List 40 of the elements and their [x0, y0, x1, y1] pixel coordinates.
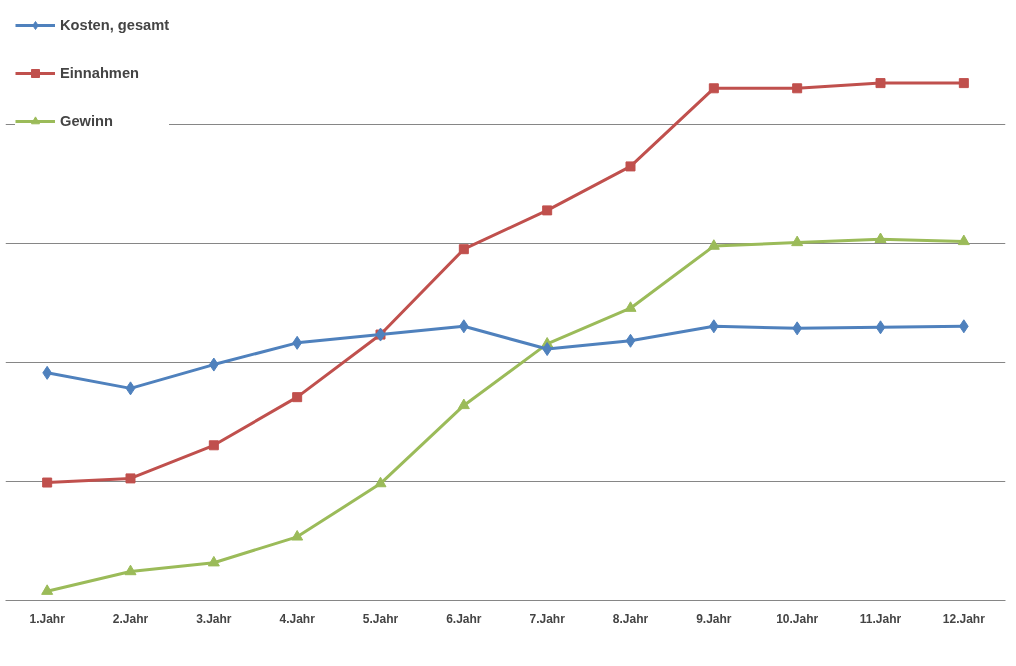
point: [874, 232, 887, 244]
point: [458, 244, 469, 255]
legend-label: Einnahmen: [60, 65, 139, 81]
point: [374, 476, 387, 488]
point: [625, 161, 636, 172]
point: [875, 320, 886, 335]
x-tick-label: 12.Jahr: [942, 611, 986, 626]
point: [542, 205, 553, 216]
legend-label: Gewinn: [60, 113, 113, 129]
point: [625, 333, 636, 348]
point: [958, 78, 969, 89]
point: [708, 83, 719, 94]
point: [125, 473, 136, 484]
point: [208, 440, 219, 451]
x-tick-label: 11.Jahr: [859, 611, 902, 626]
point: [792, 83, 803, 94]
point: [42, 477, 53, 488]
point: [125, 381, 136, 396]
x-tick-label: 7.Jahr: [529, 611, 566, 626]
x-tick-label: 9.Jahr: [696, 611, 732, 626]
x-tick-label: 8.Jahr: [612, 611, 649, 626]
point: [292, 392, 303, 403]
point: [624, 301, 637, 312]
x-tick-label: 5.Jahr: [362, 611, 399, 626]
legend-label: Kosten, gesamt: [60, 17, 170, 33]
point: [957, 234, 970, 246]
point: [791, 235, 804, 247]
point: [875, 78, 886, 89]
point: [707, 239, 720, 250]
point: [41, 584, 54, 595]
x-tick-label: 3.Jahr: [196, 611, 232, 626]
point: [291, 530, 304, 541]
x-tick-label: 6.Jahr: [446, 611, 482, 626]
point: [124, 564, 137, 576]
x-tick-label: 10.Jahr: [776, 611, 819, 626]
x-tick-label: 4.Jahr: [279, 611, 316, 626]
x-tick-label: 2.Jahr: [112, 611, 149, 626]
point: [207, 555, 220, 567]
point: [457, 398, 470, 410]
x-tick-label: 1.Jahr: [29, 611, 66, 626]
